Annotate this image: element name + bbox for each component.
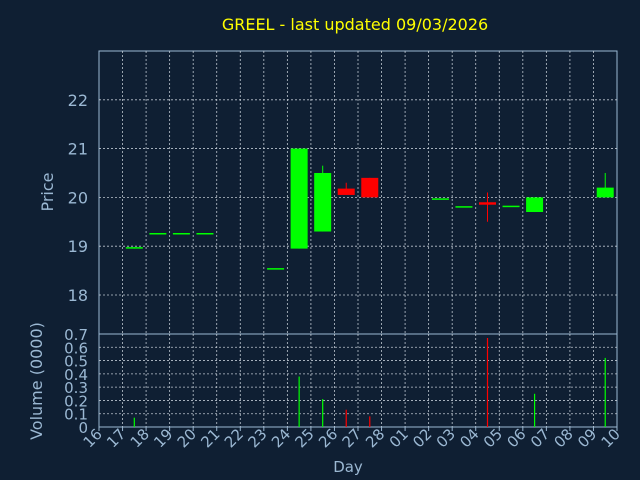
volume-tick-label: 0 [78, 419, 88, 437]
candle [149, 232, 167, 235]
price-axis-label: Price [38, 172, 57, 211]
candle-body [172, 232, 190, 235]
candle [290, 148, 308, 249]
volume-axis-label: Volume (0000) [27, 322, 46, 440]
candle-body [125, 247, 143, 249]
price-tick-label: 22 [68, 91, 88, 110]
price-axis-ticks: 18 19 20 21 22 [68, 91, 88, 305]
candles [125, 148, 614, 270]
candle-body [314, 172, 332, 232]
candle-body [149, 232, 167, 235]
volume-tick-label: 0.4 [64, 366, 88, 384]
volume-tick-label: 0.6 [64, 339, 88, 357]
x-tick-label: 02 [409, 425, 435, 451]
candle [526, 197, 544, 213]
x-axis-label: Day [333, 458, 363, 476]
x-tick-label: 03 [433, 425, 459, 451]
x-tick-label: 08 [551, 425, 577, 451]
x-tick-label: 27 [339, 425, 365, 451]
x-tick-label: 21 [197, 425, 223, 451]
x-tick-label: 19 [150, 425, 176, 451]
volume-tick-label: 0.5 [64, 353, 88, 371]
x-tick-label: 07 [527, 425, 553, 451]
candle [314, 165, 332, 232]
candle-body [361, 177, 379, 198]
x-tick-label: 17 [103, 425, 129, 451]
candle-body [455, 206, 473, 208]
candle [431, 198, 449, 200]
x-tick-label: 18 [127, 425, 153, 451]
candle-body [479, 202, 496, 205]
candle [337, 182, 355, 195]
candle-body [502, 205, 520, 208]
volume-axis-ticks: 00.10.20.30.40.50.60.7 [64, 326, 88, 437]
price-tick-label: 21 [68, 140, 88, 159]
x-tick-label: 20 [174, 425, 200, 451]
candle [172, 232, 190, 235]
candle [479, 192, 496, 222]
candle [267, 268, 285, 270]
candle [361, 177, 379, 198]
volume-tick-label: 0.3 [64, 379, 88, 397]
x-tick-label: 25 [292, 425, 318, 451]
candle-body [337, 188, 355, 195]
candle-body [431, 198, 449, 200]
volume-tick-label: 0.7 [64, 326, 88, 344]
candle-body [267, 268, 285, 270]
price-tick-label: 20 [68, 188, 88, 207]
x-tick-label: 28 [362, 425, 388, 451]
x-tick-label: 23 [244, 425, 270, 451]
candle-body [196, 232, 214, 235]
candle [196, 232, 214, 235]
x-tick-label: 04 [456, 425, 482, 451]
x-tick-label: 26 [315, 425, 341, 451]
candle [125, 247, 143, 249]
x-tick-label: 10 [598, 425, 624, 451]
candle-body [596, 187, 614, 198]
x-tick-label: 24 [268, 425, 294, 451]
volume-tick-label: 0.2 [64, 392, 88, 410]
x-tick-label: 01 [386, 425, 412, 451]
candle [596, 172, 614, 198]
price-tick-label: 18 [68, 286, 88, 305]
price-tick-label: 19 [68, 237, 88, 256]
grid [99, 51, 617, 427]
x-axis-ticks: 1617181920212223242526272801020304050607… [80, 425, 624, 451]
x-tick-label: 05 [480, 425, 506, 451]
candle-body [290, 148, 308, 249]
x-tick-label: 06 [503, 425, 529, 451]
candle [455, 206, 473, 208]
x-tick-label: 09 [574, 425, 600, 451]
volume-tick-label: 0.1 [64, 406, 88, 424]
volume-bars [133, 337, 606, 427]
x-tick-label: 22 [221, 425, 247, 451]
chart-title: GREEL - last updated 09/03/2026 [222, 15, 488, 34]
candle [502, 205, 520, 208]
candle-body [526, 197, 544, 213]
